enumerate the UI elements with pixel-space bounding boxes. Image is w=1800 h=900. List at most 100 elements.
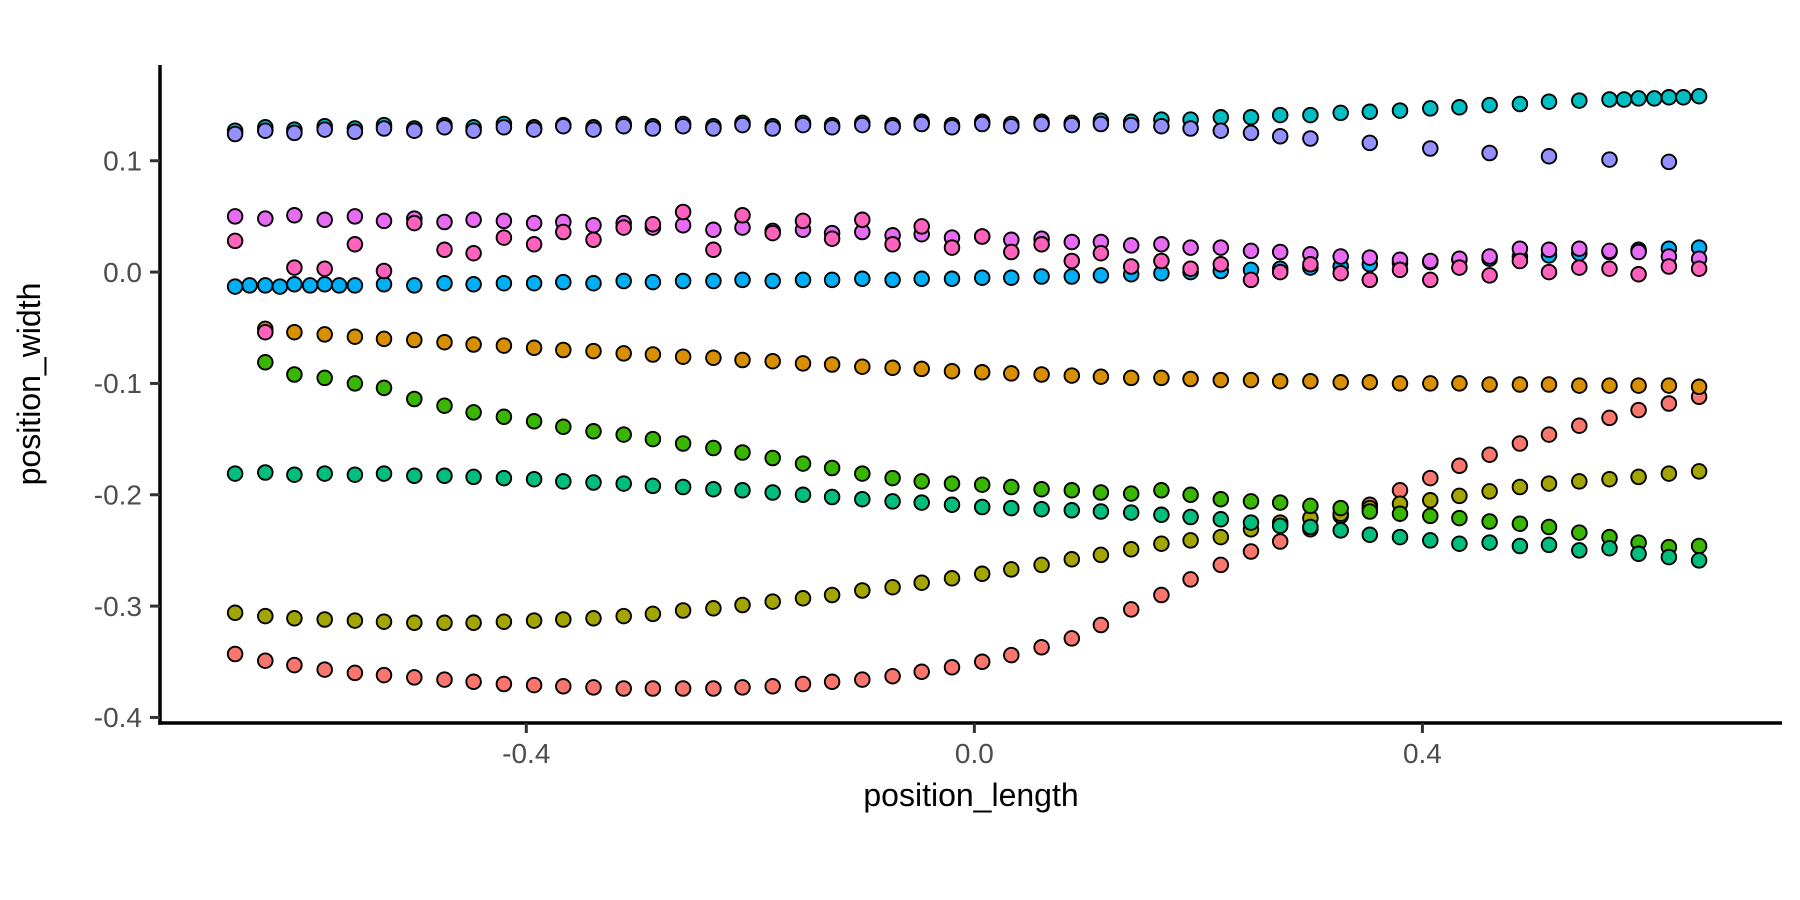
data-point [1212,490,1230,508]
y-axis-title: position_width [11,283,47,486]
data-point [1571,259,1588,276]
data-point [1481,376,1498,393]
data-point [286,276,303,293]
data-point [943,496,961,514]
data-point [257,323,274,341]
data-point [734,679,751,696]
data-point [1122,541,1140,558]
data-point [1302,106,1319,124]
data-point [316,369,333,387]
data-point [884,667,901,685]
data-point [1212,511,1230,528]
data-point [1540,536,1558,554]
data-point [375,613,393,630]
data-point [764,593,781,610]
data-point [1302,497,1319,515]
data-point [615,345,632,362]
data-point [436,397,453,414]
data-point [1451,509,1468,527]
data-point [316,465,333,482]
data-point [884,271,901,289]
data-point [764,224,781,242]
data-point [1003,478,1020,496]
data-point [973,228,991,245]
data-point [764,352,781,370]
data-point [1033,639,1050,656]
data-point [674,203,692,221]
data-point [1571,240,1588,257]
data-point [1302,372,1319,390]
data-point [1601,151,1618,168]
data-point [1451,457,1468,475]
data-point [1630,90,1647,107]
data-point [465,276,482,293]
data-point [1361,249,1379,266]
data-point [226,604,244,622]
data-point [1332,522,1349,539]
data-point [1571,473,1588,490]
data-point [674,478,692,496]
data-point [734,207,751,224]
data-point [1481,248,1498,265]
data-point [913,115,930,133]
data-point [257,354,274,371]
data-point [1063,252,1081,270]
data-point [674,435,692,452]
data-point [644,346,662,363]
data-point [1302,130,1319,147]
data-point [1003,499,1020,517]
data-point [555,418,572,436]
data-point [316,260,333,277]
data-point [705,349,722,367]
data-point [794,675,812,693]
data-point [943,362,961,380]
data-point [1511,435,1529,452]
data-point [1481,483,1498,500]
data-point [973,653,991,671]
data-point [1481,513,1498,530]
data-point [973,269,991,286]
data-point [436,333,453,351]
data-point [1511,376,1529,393]
data-point [823,673,841,691]
data-point [913,663,930,681]
data-point [316,661,333,678]
data-point [1571,524,1588,541]
data-point [764,484,781,501]
data-point [943,270,961,288]
data-point [1481,267,1498,284]
data-point [1003,365,1020,382]
data-point [913,270,930,288]
data-point [644,680,662,697]
data-point [1571,417,1588,434]
data-point [764,272,781,290]
data-point [1212,556,1230,574]
data-point [375,465,393,482]
data-point [644,430,662,448]
data-point [1242,514,1260,531]
data-point [1242,543,1260,560]
data-point [301,277,319,294]
data-point [913,360,930,378]
data-point [794,486,812,504]
data-point [286,366,303,383]
data-point [1630,377,1647,394]
data-point [465,614,482,632]
data-point [884,578,901,596]
data-point [1271,494,1289,511]
data-point [1660,395,1678,412]
data-point [1601,539,1618,557]
data-point [585,679,602,696]
data-point [226,465,244,482]
data-point [1212,122,1230,139]
data-point [555,117,572,135]
data-point [346,123,364,141]
data-point [644,605,662,623]
data-point [1690,87,1708,105]
data-point [1571,92,1588,109]
data-point [823,230,841,247]
data-point [1422,271,1439,289]
data-point [943,119,961,136]
data-point [644,120,662,137]
